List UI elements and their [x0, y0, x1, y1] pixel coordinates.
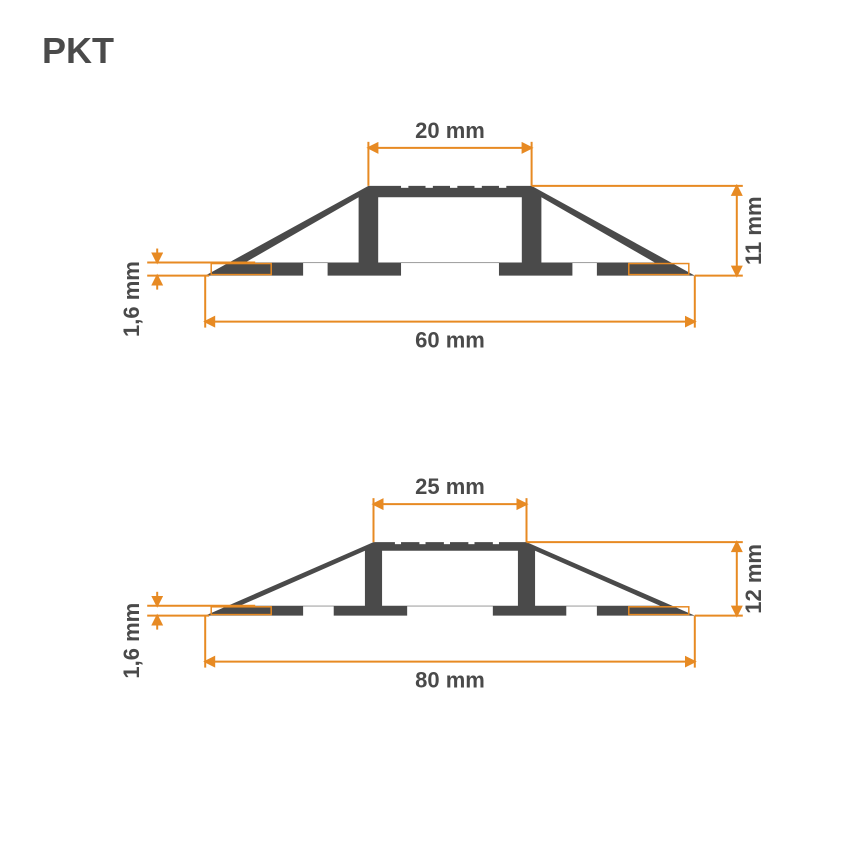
svg-text:25 mm: 25 mm: [415, 474, 485, 499]
page: PKT 20 mm 60 mm 11 mm 1,6 mm 25 mm 80 mm 12 mm…: [0, 0, 852, 852]
svg-text:1,6 mm: 1,6 mm: [119, 261, 144, 337]
svg-text:60 mm: 60 mm: [415, 328, 485, 353]
svg-text:80 mm: 80 mm: [415, 668, 485, 693]
diagram-canvas: 20 mm 60 mm 11 mm 1,6 mm 25 mm 80 mm 12 mm 1,6 …: [0, 0, 852, 852]
svg-text:12 mm: 12 mm: [741, 544, 766, 614]
svg-text:11 mm: 11 mm: [741, 196, 766, 265]
svg-text:20 mm: 20 mm: [415, 118, 485, 143]
page-title: PKT: [42, 30, 114, 72]
svg-text:1,6 mm: 1,6 mm: [119, 603, 144, 679]
